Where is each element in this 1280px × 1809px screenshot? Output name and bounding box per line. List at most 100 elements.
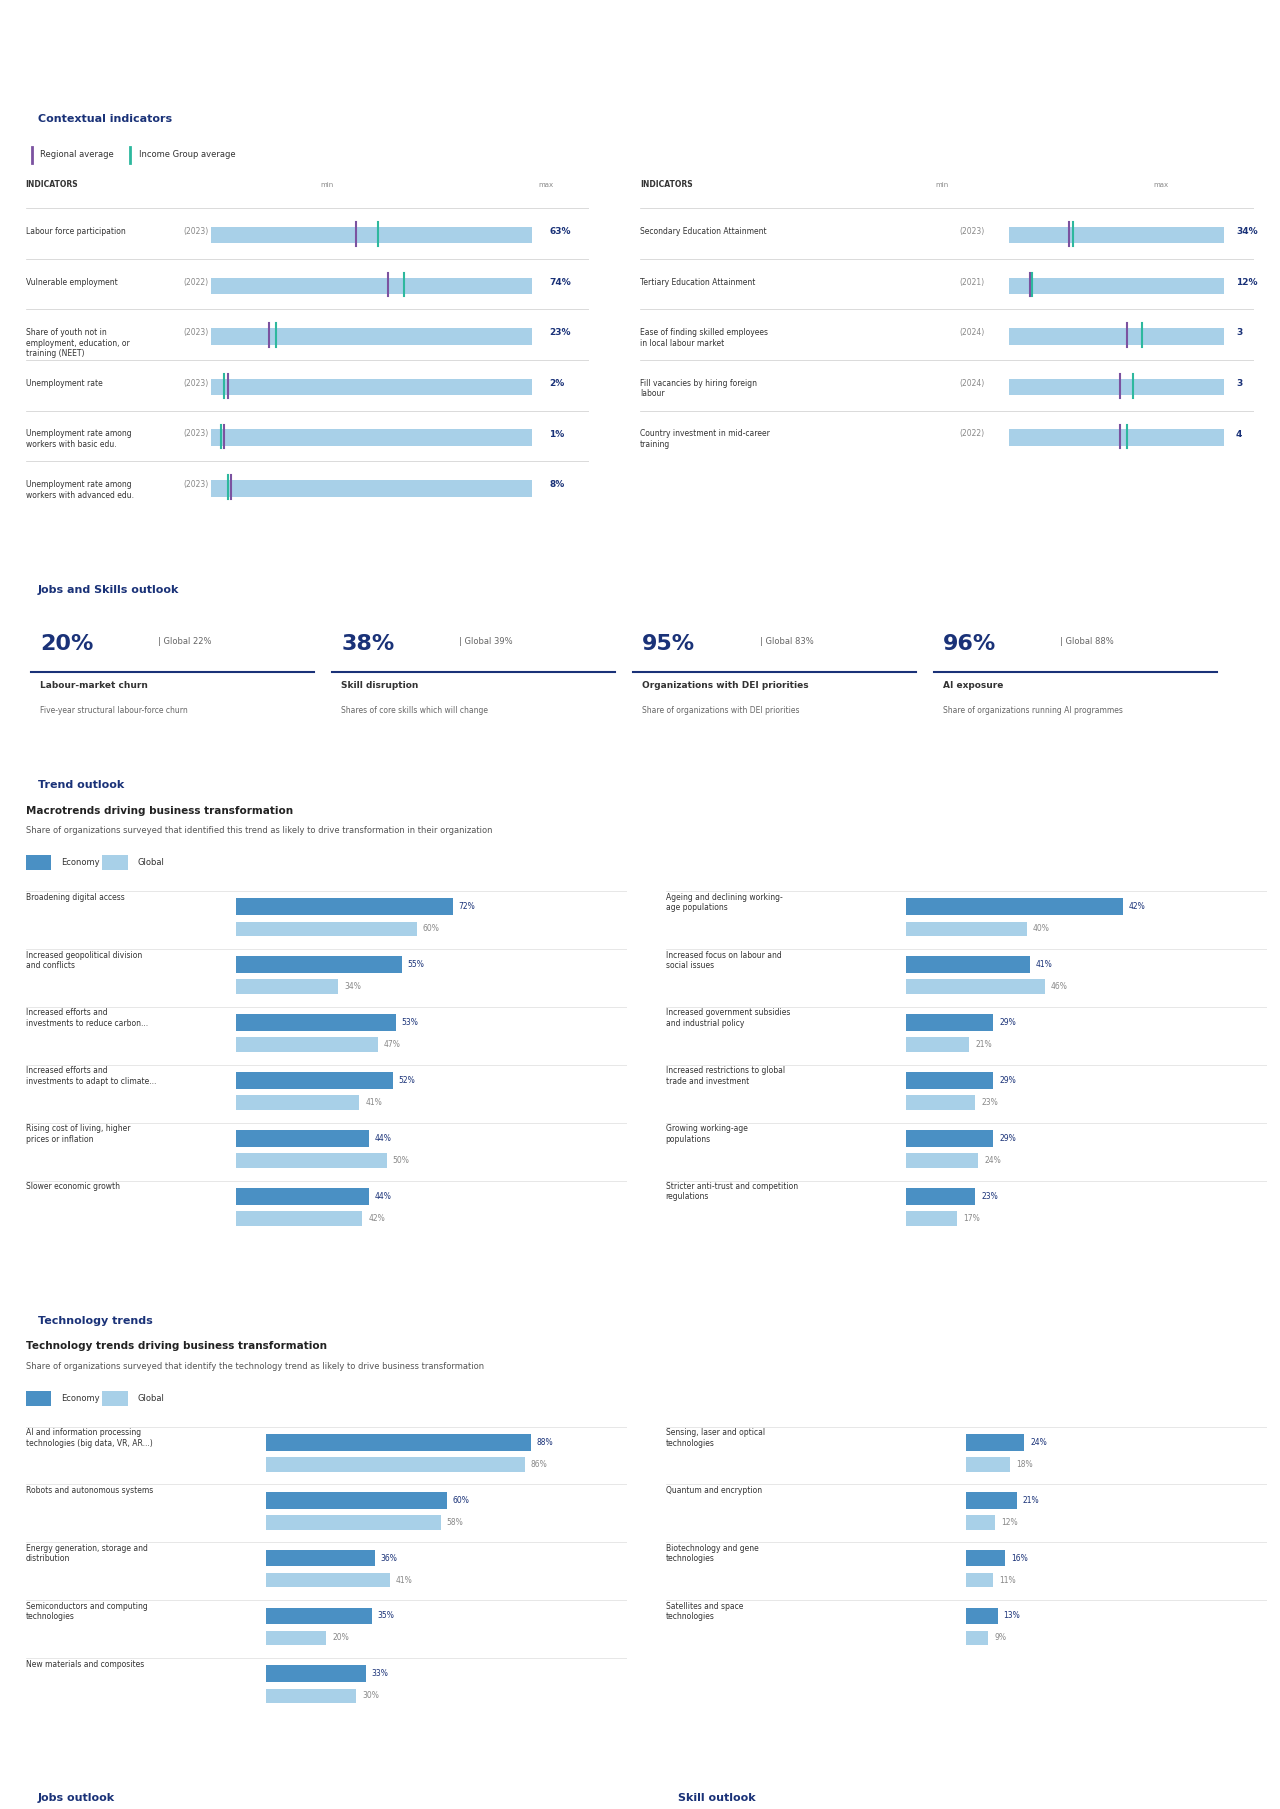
Text: New materials and composites: New materials and composites: [26, 1659, 143, 1668]
Bar: [266, 1435, 531, 1451]
Bar: [26, 1391, 51, 1406]
Text: 41%: 41%: [1036, 961, 1052, 970]
Text: Contextual indicators: Contextual indicators: [38, 114, 172, 125]
Bar: [102, 1391, 128, 1406]
Bar: [1009, 327, 1224, 346]
Bar: [236, 1073, 393, 1089]
Text: Increased focus on labour and
social issues: Increased focus on labour and social iss…: [666, 950, 781, 970]
Text: Unemployment rate among
workers with advanced edu.: Unemployment rate among workers with adv…: [26, 479, 133, 499]
Text: (2024): (2024): [960, 378, 984, 387]
Text: 74%: 74%: [549, 279, 571, 286]
Text: 58%: 58%: [447, 1518, 463, 1527]
Text: 33%: 33%: [371, 1670, 388, 1679]
Text: 9%: 9%: [995, 1634, 1006, 1643]
Text: Labour-market churn: Labour-market churn: [41, 680, 148, 689]
Text: 30%: 30%: [362, 1691, 379, 1700]
Bar: [1009, 327, 1100, 346]
Bar: [236, 1131, 369, 1147]
Bar: [211, 327, 532, 346]
Text: Working Age Population (Millions): Working Age Population (Millions): [1114, 14, 1254, 24]
Bar: [266, 1572, 389, 1588]
Text: Skill outlook: Skill outlook: [677, 1793, 755, 1804]
Text: 42%: 42%: [369, 1214, 385, 1223]
Bar: [1009, 226, 1082, 244]
Text: Unemployment rate among
workers with basic edu.: Unemployment rate among workers with bas…: [26, 429, 132, 449]
Text: (2021): (2021): [960, 277, 984, 286]
Text: 8%: 8%: [549, 481, 564, 488]
Bar: [906, 1189, 975, 1205]
Text: 672.8: 672.8: [1175, 60, 1254, 85]
Bar: [906, 1094, 975, 1111]
Text: Increased government subsidies
and industrial policy: Increased government subsidies and indus…: [666, 1008, 790, 1028]
Text: Energy generation, storage and
distribution: Energy generation, storage and distribut…: [26, 1543, 147, 1563]
Text: Jobs and Skills outlook: Jobs and Skills outlook: [38, 584, 179, 595]
Text: | Global 39%: | Global 39%: [460, 637, 512, 646]
Bar: [966, 1608, 997, 1624]
Bar: [211, 429, 532, 447]
Text: Income Group average: Income Group average: [138, 150, 236, 159]
Text: 42%: 42%: [1129, 903, 1146, 912]
Bar: [906, 1037, 969, 1053]
Text: Secondary Education Attainment: Secondary Education Attainment: [640, 226, 767, 235]
Text: min: min: [320, 181, 334, 188]
Text: 35%: 35%: [378, 1612, 394, 1621]
Bar: [211, 277, 532, 295]
Text: Share of organizations running AI programmes: Share of organizations running AI progra…: [943, 706, 1123, 715]
Text: 16%: 16%: [1011, 1554, 1028, 1563]
Bar: [906, 979, 1044, 995]
Text: 3: 3: [1236, 380, 1242, 387]
Bar: [906, 1015, 993, 1031]
Bar: [211, 479, 237, 497]
Text: 21%: 21%: [1023, 1496, 1039, 1505]
Text: 23%: 23%: [549, 329, 571, 336]
Text: Growing working-age
populations: Growing working-age populations: [666, 1123, 748, 1143]
Text: Share of organizations surveyed that identified this trend as likely to drive tr: Share of organizations surveyed that ide…: [26, 827, 492, 836]
Text: 29%: 29%: [1000, 1134, 1016, 1143]
Text: (2023): (2023): [960, 226, 984, 235]
Bar: [1009, 378, 1100, 396]
Bar: [906, 921, 1027, 937]
Text: Broadening digital access: Broadening digital access: [26, 892, 124, 901]
Text: 72%: 72%: [458, 903, 475, 912]
Text: min: min: [934, 181, 948, 188]
Text: Fill vacancies by hiring foreign
labour: Fill vacancies by hiring foreign labour: [640, 378, 756, 398]
Bar: [1009, 277, 1224, 295]
Bar: [211, 378, 532, 396]
Text: Share of organizations with DEI priorities: Share of organizations with DEI prioriti…: [643, 706, 800, 715]
Text: Macrotrends driving business transformation: Macrotrends driving business transformat…: [26, 807, 293, 816]
Bar: [236, 899, 453, 915]
Bar: [1009, 378, 1224, 396]
Text: 34%: 34%: [344, 982, 361, 991]
Text: 4: 4: [1236, 431, 1243, 438]
Text: Increased efforts and
investments to adapt to climate...: Increased efforts and investments to ada…: [26, 1066, 156, 1085]
Bar: [266, 1492, 447, 1509]
Text: | Global 83%: | Global 83%: [760, 637, 813, 646]
Text: 12%: 12%: [1001, 1518, 1018, 1527]
Text: Five-year structural labour-force churn: Five-year structural labour-force churn: [41, 706, 188, 715]
Bar: [236, 979, 338, 995]
Text: 17%: 17%: [964, 1214, 980, 1223]
Text: (2023): (2023): [183, 479, 209, 488]
Text: 55%: 55%: [407, 961, 425, 970]
Text: (2023): (2023): [183, 429, 209, 438]
Text: 44%: 44%: [375, 1192, 392, 1201]
Text: 38%: 38%: [340, 635, 394, 655]
Text: Vulnerable employment: Vulnerable employment: [26, 277, 118, 286]
Text: Economy: Economy: [61, 859, 100, 867]
Text: (2024): (2024): [960, 327, 984, 336]
Text: (2023): (2023): [183, 226, 209, 235]
Bar: [211, 327, 285, 346]
Text: Global: Global: [138, 859, 164, 867]
Bar: [211, 479, 532, 497]
Text: India: India: [26, 60, 96, 85]
Bar: [906, 1152, 978, 1169]
Text: Global: Global: [138, 1395, 164, 1402]
Bar: [236, 921, 417, 937]
Bar: [1009, 226, 1224, 244]
Text: (2022): (2022): [183, 277, 209, 286]
Text: Stricter anti-trust and competition
regulations: Stricter anti-trust and competition regu…: [666, 1181, 797, 1201]
Bar: [236, 957, 402, 973]
Text: 52%: 52%: [398, 1076, 415, 1085]
Text: Skill disruption: Skill disruption: [340, 680, 419, 689]
Bar: [906, 1131, 993, 1147]
